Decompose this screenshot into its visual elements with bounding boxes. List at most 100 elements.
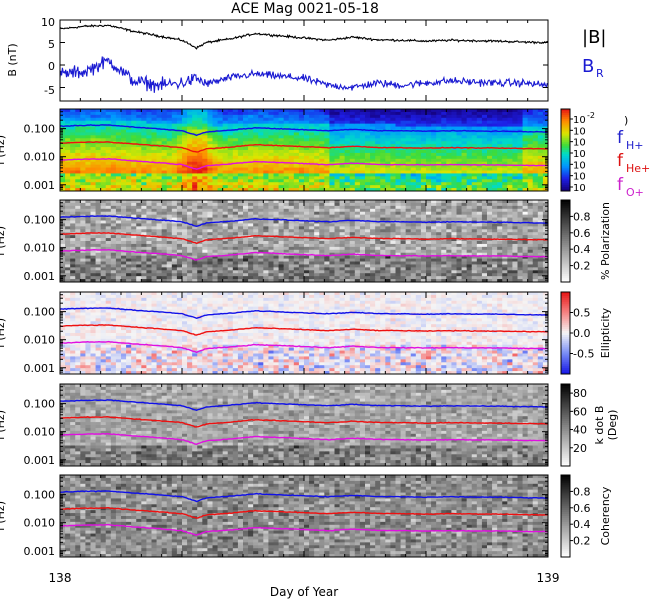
heatmap-cell xyxy=(253,267,259,271)
heatmap-cell xyxy=(232,109,239,113)
heatmap-cell xyxy=(400,208,407,213)
heatmap-cell xyxy=(400,155,407,160)
heatmap-cell xyxy=(319,155,325,160)
heatmap-cell xyxy=(141,211,148,216)
heatmap-cell xyxy=(207,270,214,274)
heatmap-cell xyxy=(283,185,290,189)
mag-series-line xyxy=(60,56,548,93)
heatmap-cell xyxy=(319,246,325,251)
heatmap-cell xyxy=(415,211,422,216)
heatmap-cell xyxy=(141,202,148,207)
heatmap-cell xyxy=(100,152,107,157)
heatmap-cell xyxy=(222,267,229,271)
heatmap-cell xyxy=(217,167,224,172)
heatmap-cell xyxy=(207,261,214,266)
heatmap-cell xyxy=(115,147,122,151)
heatmap-cell xyxy=(90,176,97,180)
heatmap-cell xyxy=(182,164,188,169)
heatmap-cell xyxy=(95,264,102,268)
heatmap-cell xyxy=(431,241,437,245)
heatmap-cell xyxy=(400,226,407,230)
heatmap-cell xyxy=(420,147,427,151)
heatmap-cell xyxy=(527,117,534,122)
heatmap-cell xyxy=(65,246,71,251)
heatmap-cell xyxy=(532,161,539,166)
heatmap-cell xyxy=(304,223,310,227)
heatmap-cell xyxy=(329,120,336,125)
heatmap-cell xyxy=(324,235,331,239)
heatmap-cell xyxy=(176,273,183,277)
heatmap-cell xyxy=(248,179,254,183)
heatmap-cell xyxy=(400,217,407,222)
heatmap-cell xyxy=(339,170,346,175)
heatmap-cell xyxy=(182,123,188,128)
colorbar-step xyxy=(561,166,570,169)
heatmap-cell xyxy=(237,117,244,122)
heatmap-cell xyxy=(227,164,234,169)
heatmap-cell xyxy=(126,252,132,257)
heatmap-cell xyxy=(65,164,71,169)
heatmap-cell xyxy=(309,223,315,227)
heatmap-cell xyxy=(395,188,402,191)
heatmap-cell xyxy=(258,164,264,169)
heatmap-cell xyxy=(121,179,127,183)
heatmap-cell xyxy=(293,255,300,260)
heatmap-cell xyxy=(85,258,92,263)
heatmap-cell xyxy=(471,150,478,154)
heatmap-cell xyxy=(171,246,178,251)
heatmap-cell xyxy=(90,188,97,191)
heatmap-cell xyxy=(517,173,524,177)
heatmap-cell xyxy=(522,164,529,169)
heatmap-cell xyxy=(217,141,224,145)
heatmap-cell xyxy=(232,205,239,210)
heatmap-cell xyxy=(176,241,183,245)
heatmap-cell xyxy=(370,217,376,222)
heatmap-cell xyxy=(202,170,209,175)
heatmap-cell xyxy=(207,211,214,216)
heatmap-cell xyxy=(410,273,417,277)
heatmap-cell xyxy=(359,147,366,151)
heatmap-cell xyxy=(105,261,112,266)
heatmap-cell xyxy=(441,150,447,154)
heatmap-cell xyxy=(334,126,341,131)
heatmap-cell xyxy=(202,276,209,280)
heatmap-cell xyxy=(263,173,270,177)
heatmap-cell xyxy=(349,258,356,263)
heatmap-cell xyxy=(512,155,519,160)
heatmap-cell xyxy=(309,276,315,280)
heatmap-cell xyxy=(258,155,264,160)
heatmap-cell xyxy=(309,208,315,213)
heatmap-cell xyxy=(319,252,325,257)
heatmap-cell xyxy=(273,202,280,207)
heatmap-cell xyxy=(90,132,97,136)
heatmap-cell xyxy=(314,205,320,210)
heatmap-cell xyxy=(202,155,209,160)
heatmap-cell xyxy=(324,152,331,157)
heatmap-cell xyxy=(309,114,315,119)
heatmap-cell xyxy=(329,270,336,274)
heatmap-cell xyxy=(349,123,356,128)
heatmap-cell xyxy=(349,167,356,172)
heatmap-cell xyxy=(197,211,203,216)
heatmap-cell xyxy=(65,117,71,122)
heatmap-cell xyxy=(410,150,417,154)
heatmap-cell xyxy=(319,135,325,139)
heatmap-cell xyxy=(420,258,427,263)
heatmap-cell xyxy=(75,176,81,180)
heatmap-cell xyxy=(456,158,463,163)
heatmap-cell xyxy=(415,126,422,131)
heatmap-cell xyxy=(105,188,112,191)
heatmap-cell xyxy=(339,132,346,136)
heatmap-cell xyxy=(268,114,275,119)
heatmap-cell xyxy=(227,241,234,245)
heatmap-cell xyxy=(263,135,270,139)
heatmap-cell xyxy=(370,135,376,139)
heatmap-cell xyxy=(319,229,325,233)
heatmap-cell xyxy=(115,167,122,172)
heatmap-cell xyxy=(161,141,168,145)
heatmap-cell xyxy=(258,229,264,233)
heatmap-cell xyxy=(121,170,127,175)
heatmap-cell xyxy=(161,117,168,122)
heatmap-cell xyxy=(390,202,397,207)
heatmap-cell xyxy=(446,152,453,157)
